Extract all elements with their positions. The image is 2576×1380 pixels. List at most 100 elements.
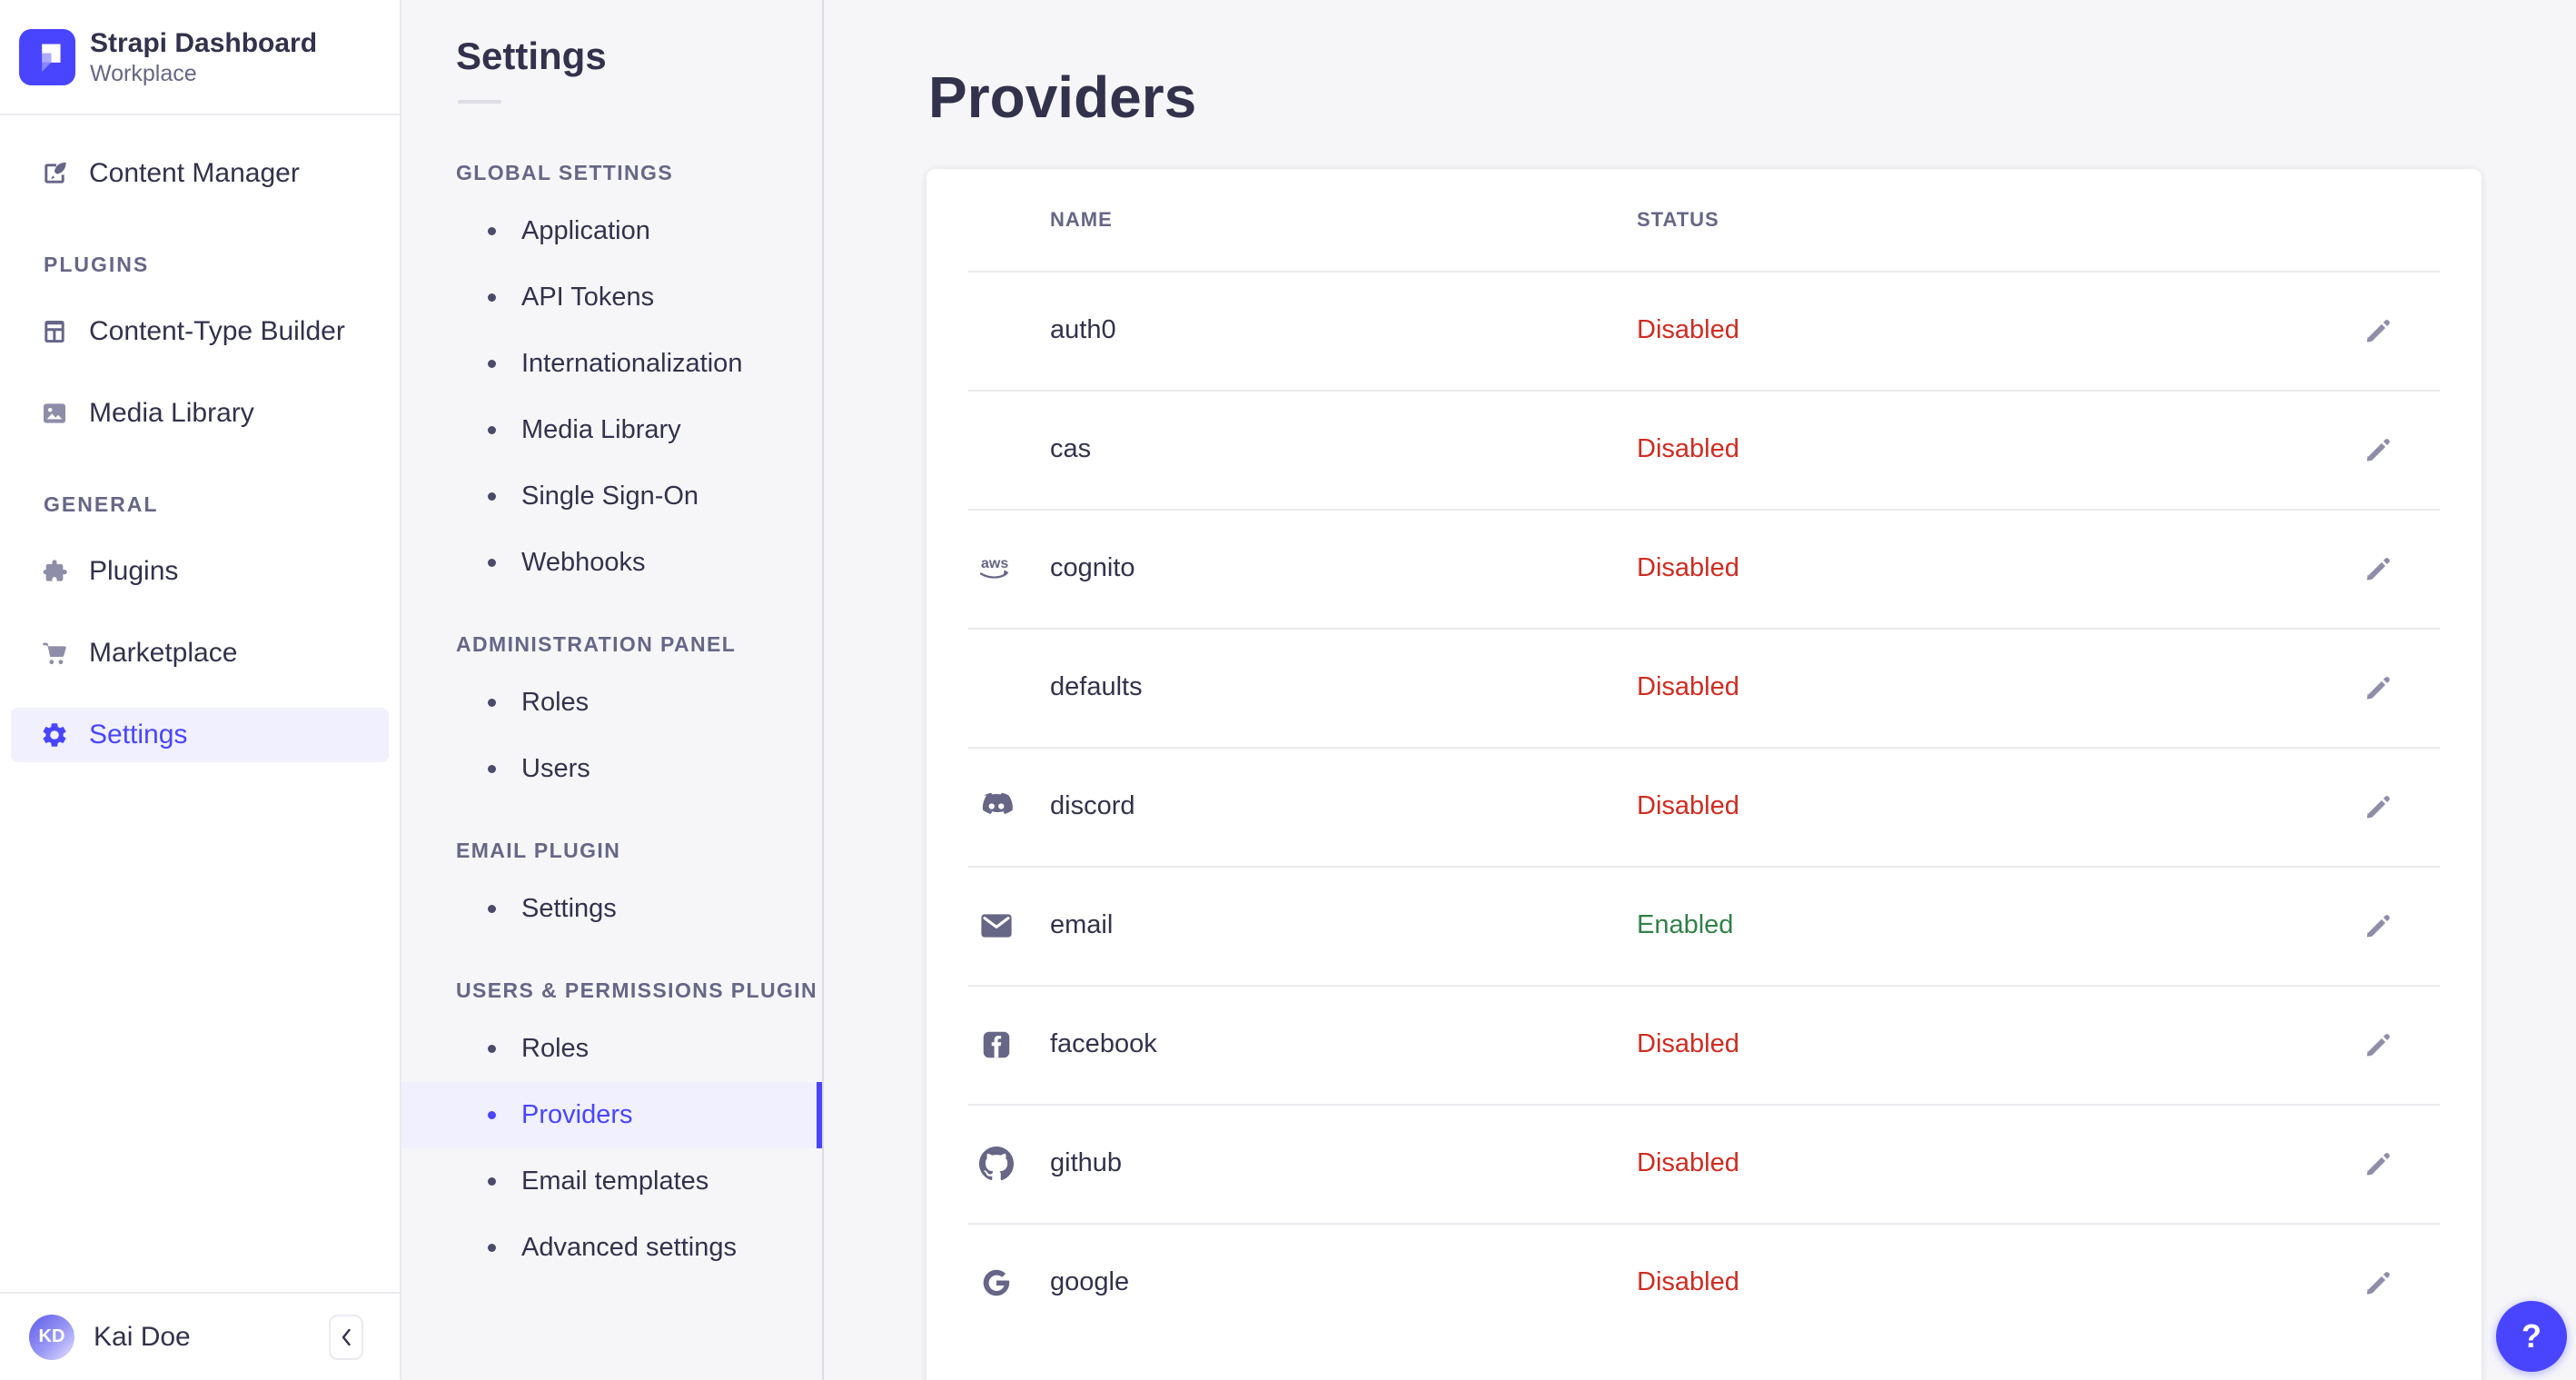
provider-status: Disabled xyxy=(1637,315,1739,344)
bullet-icon xyxy=(488,426,496,434)
table-row[interactable]: github Disabled xyxy=(926,1104,2482,1223)
subnav-item-admin-users[interactable]: Users xyxy=(401,736,822,802)
sidebar-item-label: Plugins xyxy=(89,556,179,586)
sidebar-item-settings[interactable]: Settings xyxy=(11,708,389,762)
feather-pen-icon xyxy=(45,162,66,184)
pencil-icon xyxy=(2366,676,2390,699)
bullet-icon xyxy=(488,360,496,368)
bullet-icon xyxy=(488,1177,496,1186)
sidebar-item-content-manager[interactable]: Content Manager xyxy=(0,146,400,201)
provider-name: defaults xyxy=(1050,672,1143,701)
section-label: GENERAL xyxy=(44,491,159,516)
subnav-item-providers[interactable]: Providers xyxy=(401,1082,822,1148)
column-header-status: STATUS xyxy=(1637,208,1719,231)
edit-provider-button[interactable] xyxy=(2344,296,2413,365)
subnav-section-label: GLOBAL SETTINGS xyxy=(456,160,674,184)
title-divider xyxy=(458,100,501,104)
user-avatar[interactable]: KD xyxy=(29,1314,74,1360)
workspace-brand[interactable]: Strapi Dashboard Workplace xyxy=(0,0,400,115)
edit-provider-button[interactable] xyxy=(2344,415,2413,484)
subnav-item-internationalization[interactable]: Internationalization xyxy=(401,331,822,397)
sidebar-section-plugins: PLUGINS Content-Type Builder Media Libra… xyxy=(0,252,400,441)
provider-status: Disabled xyxy=(1637,1267,1739,1296)
table-row[interactable]: cas Disabled xyxy=(926,390,2482,509)
bullet-icon xyxy=(488,905,496,913)
subnav-section-administration-panel: ADMINISTRATION PANEL Roles Users xyxy=(401,626,822,802)
edit-provider-button[interactable] xyxy=(2344,772,2413,841)
provider-name: cognito xyxy=(1050,553,1135,582)
svg-text:aws: aws xyxy=(981,556,1008,571)
sidebar-item-marketplace[interactable]: Marketplace xyxy=(0,626,400,680)
subnav-section-label: ADMINISTRATION PANEL xyxy=(456,631,737,656)
table-row[interactable]: google Disabled xyxy=(926,1223,2482,1342)
edit-provider-button[interactable] xyxy=(2344,1129,2413,1198)
subnav-item-application[interactable]: Application xyxy=(401,198,822,264)
edit-provider-button[interactable] xyxy=(2344,891,2413,960)
subnav-item-media-library[interactable]: Media Library xyxy=(401,397,822,463)
table-row[interactable]: auth0 Disabled xyxy=(926,271,2482,390)
edit-provider-button[interactable] xyxy=(2344,534,2413,603)
table-row[interactable]: defaults Disabled xyxy=(926,628,2482,747)
sidebar-section-general: GENERAL Plugins Marketplace Settings xyxy=(0,491,400,762)
provider-name: auth0 xyxy=(1050,315,1116,344)
subnav-item-api-tokens[interactable]: API Tokens xyxy=(401,264,822,331)
provider-status: Disabled xyxy=(1637,434,1739,463)
table-row[interactable]: aws cognito Disabled xyxy=(926,509,2482,628)
subnav-section-users-permissions-plugin: USERS & PERMISSIONS PLUGIN Roles Provide… xyxy=(401,972,822,1281)
main-content: Providers NAME STATUS auth0 Disabled cas… xyxy=(826,0,2576,1380)
picture-icon xyxy=(44,403,65,423)
pencil-icon xyxy=(2366,1271,2390,1294)
sidebar-item-label: Media Library xyxy=(89,398,254,428)
collapse-sidebar-button[interactable] xyxy=(329,1314,363,1360)
settings-subnav: Settings GLOBAL SETTINGS Application API… xyxy=(401,0,824,1380)
sidebar-footer: KD Kai Doe xyxy=(0,1292,400,1380)
column-header-name: NAME xyxy=(1050,208,1113,231)
sidebar-item-media-library[interactable]: Media Library xyxy=(0,386,400,441)
pencil-icon xyxy=(2366,557,2390,580)
subnav-item-up-roles[interactable]: Roles xyxy=(401,1016,822,1082)
provider-name: facebook xyxy=(1050,1029,1157,1058)
sidebar-item-content-type-builder[interactable]: Content-Type Builder xyxy=(0,304,400,359)
app-title: Strapi Dashboard xyxy=(90,27,318,58)
bullet-icon xyxy=(488,765,496,773)
puzzle-icon xyxy=(43,560,67,581)
sidebar-item-label: Settings xyxy=(89,720,188,750)
pencil-icon xyxy=(2366,914,2390,937)
provider-name: google xyxy=(1050,1267,1130,1296)
subnav-item-email-settings[interactable]: Settings xyxy=(401,876,822,942)
page-title: Providers xyxy=(928,65,1197,130)
table-row[interactable]: email Enabled xyxy=(926,866,2482,985)
sidebar-item-plugins[interactable]: Plugins xyxy=(0,544,400,599)
provider-status: Disabled xyxy=(1637,791,1739,820)
user-name: Kai Doe xyxy=(94,1321,191,1352)
pencil-icon xyxy=(2366,319,2390,342)
github-icon xyxy=(976,1146,1017,1181)
subnav-item-admin-roles[interactable]: Roles xyxy=(401,670,822,736)
bullet-icon xyxy=(488,492,496,501)
provider-name: discord xyxy=(1050,791,1135,820)
provider-status: Disabled xyxy=(1637,553,1739,582)
help-button[interactable]: ? xyxy=(2496,1301,2567,1372)
table-row[interactable]: facebook Disabled xyxy=(926,985,2482,1104)
bullet-icon xyxy=(488,1111,496,1119)
subnav-item-email-templates[interactable]: Email templates xyxy=(401,1148,822,1215)
bullet-icon xyxy=(488,293,496,302)
edit-provider-button[interactable] xyxy=(2344,1248,2413,1317)
envelope-icon xyxy=(976,912,1017,939)
gear-icon xyxy=(43,723,66,747)
edit-provider-button[interactable] xyxy=(2344,653,2413,722)
bullet-icon xyxy=(488,559,496,567)
subnav-item-webhooks[interactable]: Webhooks xyxy=(401,530,822,596)
strapi-logo xyxy=(19,28,75,85)
sidebar-item-label: Content Manager xyxy=(89,158,300,188)
pencil-icon xyxy=(2366,438,2390,461)
edit-provider-button[interactable] xyxy=(2344,1010,2413,1079)
provider-status: Disabled xyxy=(1637,672,1739,701)
subnav-item-advanced-settings[interactable]: Advanced settings xyxy=(401,1215,822,1281)
discord-icon xyxy=(976,792,1017,821)
table-row[interactable]: discord Disabled xyxy=(926,747,2482,866)
subnav-item-single-sign-on[interactable]: Single Sign-On xyxy=(401,463,822,530)
provider-status: Enabled xyxy=(1637,910,1734,939)
table-header-row: NAME STATUS xyxy=(926,169,2482,271)
pencil-icon xyxy=(2366,795,2390,818)
